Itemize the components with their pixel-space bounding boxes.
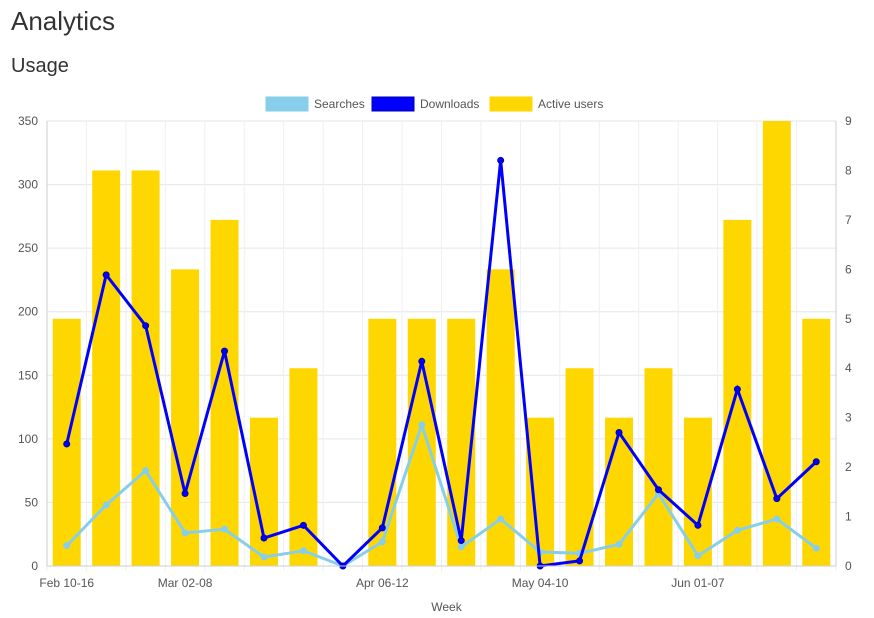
section-title: Usage	[11, 55, 69, 77]
legend-swatch	[489, 96, 533, 112]
bar-active-users[interactable]	[171, 269, 200, 566]
bar-active-users[interactable]	[526, 417, 555, 566]
point-searches[interactable]	[63, 542, 71, 550]
y-right-tick-label: 6	[845, 262, 852, 276]
line-downloads	[65, 160, 818, 569]
bar-active-users[interactable]	[407, 318, 436, 566]
line-series	[63, 156, 820, 570]
x-axis-label: Week	[431, 600, 462, 614]
point-searches[interactable]	[181, 529, 189, 537]
point-searches[interactable]	[615, 540, 623, 548]
y-right-tick-label: 2	[845, 460, 852, 474]
point-searches[interactable]	[260, 553, 268, 561]
x-tick-label: Feb 10-16	[39, 576, 94, 590]
point-downloads[interactable]	[142, 322, 150, 330]
y-left-tick-label: 50	[25, 495, 39, 509]
legend[interactable]: Searches Downloads Active users	[265, 96, 603, 112]
y-left-tick-label: 350	[18, 114, 38, 128]
point-downloads[interactable]	[221, 347, 229, 355]
point-downloads[interactable]	[694, 521, 702, 529]
point-downloads[interactable]	[63, 440, 71, 448]
y-right-tick-label: 0	[845, 559, 852, 573]
point-downloads[interactable]	[418, 357, 426, 365]
point-searches[interactable]	[102, 501, 110, 509]
legend-item-3[interactable]: Active users	[489, 96, 603, 112]
y-right-tick-label: 3	[845, 411, 852, 425]
point-downloads[interactable]	[812, 458, 820, 466]
point-downloads[interactable]	[576, 557, 584, 565]
point-searches[interactable]	[142, 467, 150, 475]
point-searches[interactable]	[497, 515, 505, 523]
point-downloads[interactable]	[260, 534, 268, 542]
point-downloads[interactable]	[497, 156, 505, 164]
x-tick-label: Apr 06-12	[356, 576, 409, 590]
y-left-tick-label: 200	[18, 305, 38, 319]
x-tick-label: May 04-10	[512, 576, 569, 590]
legend-swatch	[265, 96, 309, 112]
axes: 0 50 100 150 200 250 300 350 0 1 2 3 4 5 6 7 8 9 Feb 10-16…	[18, 114, 852, 614]
point-downloads[interactable]	[733, 385, 741, 393]
y-right-tick-label: 8	[845, 163, 852, 177]
legend-label: Searches	[314, 97, 365, 111]
legend-swatch	[371, 96, 415, 112]
legend-label: Active users	[538, 97, 603, 111]
point-downloads[interactable]	[654, 486, 662, 494]
point-searches[interactable]	[378, 538, 386, 546]
legend-item-1[interactable]: Searches	[265, 96, 365, 112]
point-searches[interactable]	[773, 515, 781, 523]
bar-active-users[interactable]	[92, 170, 121, 566]
point-searches[interactable]	[221, 525, 229, 533]
y-left-tick-label: 250	[18, 241, 38, 255]
point-searches[interactable]	[418, 421, 426, 429]
point-searches[interactable]	[694, 552, 702, 560]
y-left-tick-label: 300	[18, 178, 38, 192]
y-right-tick-label: 4	[845, 361, 852, 375]
point-downloads[interactable]	[457, 537, 465, 545]
y-right-tick-label: 1	[845, 510, 852, 524]
point-searches[interactable]	[299, 547, 307, 555]
y-right-tick-label: 9	[845, 114, 852, 128]
point-searches[interactable]	[812, 544, 820, 552]
y-right-tick-label: 5	[845, 312, 852, 326]
point-downloads[interactable]	[378, 524, 386, 532]
bar-active-users[interactable]	[565, 368, 594, 566]
point-downloads[interactable]	[181, 490, 189, 498]
legend-item-2[interactable]: Downloads	[371, 96, 479, 112]
point-downloads[interactable]	[615, 429, 623, 436]
bar-active-users[interactable]	[644, 368, 673, 566]
line-searches	[65, 420, 818, 568]
y-left-tick-label: 150	[18, 368, 38, 382]
y-left-tick-label: 0	[31, 559, 38, 573]
bar-active-users[interactable]	[802, 318, 831, 566]
x-tick-label: Mar 02-08	[158, 576, 213, 590]
point-searches[interactable]	[733, 526, 741, 534]
point-downloads[interactable]	[102, 271, 110, 279]
point-downloads[interactable]	[773, 495, 781, 503]
y-right-tick-label: 7	[845, 213, 852, 227]
legend-label: Downloads	[420, 97, 479, 111]
x-tick-label: Jun 01-07	[671, 576, 725, 590]
point-downloads[interactable]	[299, 521, 307, 529]
page-title: Analytics	[11, 6, 116, 36]
point-searches[interactable]	[457, 543, 465, 551]
y-left-tick-label: 100	[18, 432, 38, 446]
